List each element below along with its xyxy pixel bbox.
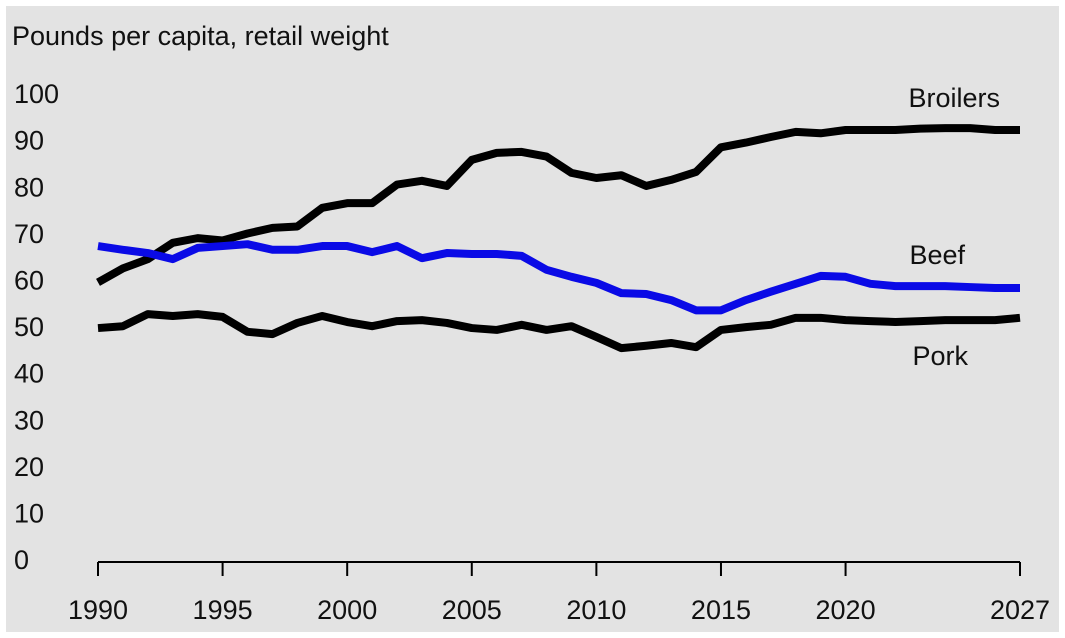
y-tick-label: 10: [14, 499, 44, 529]
x-tick-label: 2020: [816, 595, 876, 625]
series-line: [97, 240, 1020, 315]
series-label: Pork: [912, 341, 968, 371]
y-tick-label: 0: [14, 545, 29, 575]
x-tick-label: 2005: [442, 595, 502, 625]
y-tick-label: 80: [14, 172, 44, 202]
y-tick-label: 20: [14, 452, 44, 482]
x-tick-label: 2010: [566, 595, 626, 625]
y-tick-label: 40: [14, 359, 44, 389]
y-tick-label: 70: [14, 219, 44, 249]
x-tick-label: 2027: [990, 595, 1050, 625]
x-tick-label: 1990: [68, 595, 128, 625]
y-tick-label: 50: [14, 312, 44, 342]
y-tick-label: 90: [14, 126, 44, 156]
series-line: [97, 310, 1021, 353]
y-tick-label: 60: [14, 266, 44, 296]
x-tick-label: 1995: [193, 595, 253, 625]
y-tick-label: 100: [14, 79, 59, 109]
x-tick-label: 2000: [317, 595, 377, 625]
series-label: Beef: [909, 240, 965, 270]
x-tick-label: 2015: [691, 595, 751, 625]
series-label: Broilers: [908, 83, 1000, 113]
y-tick-label: 30: [14, 405, 44, 435]
series-line: [96, 124, 1020, 286]
y-axis-label: Pounds per capita, retail weight: [12, 21, 389, 51]
